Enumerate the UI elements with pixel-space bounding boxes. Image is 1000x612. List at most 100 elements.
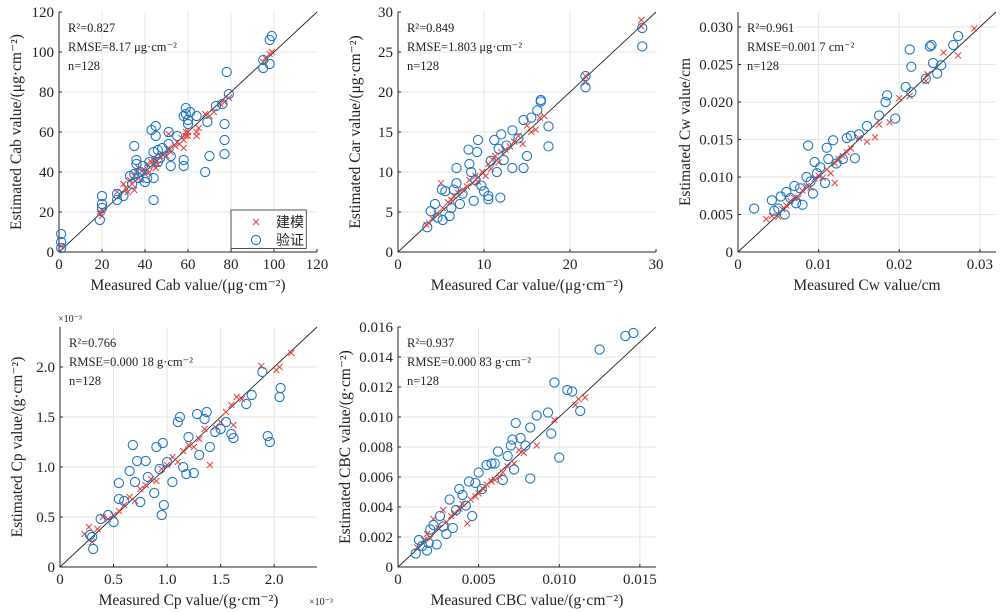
y-tick-label: 40: [39, 165, 54, 181]
model-point: [940, 49, 947, 56]
y-tick-label: 1.0: [36, 460, 55, 476]
series-model: [762, 25, 978, 223]
y-tick-label: 0.012: [359, 380, 393, 396]
validation-point: [491, 166, 503, 178]
y-tick-label: 25: [378, 45, 393, 61]
validation-point: [94, 214, 105, 226]
validation-point: [457, 188, 468, 199]
series-validation: [56, 30, 277, 254]
y-tick-label: 0.015: [699, 133, 733, 149]
validation-point: [483, 190, 494, 202]
validation-point: [262, 430, 273, 442]
validation-point: [221, 66, 232, 78]
rmse-annotation: RMSE=0.000 83 g·cm⁻²: [407, 355, 531, 369]
validation-point: [144, 156, 155, 168]
validation-point: [531, 410, 542, 421]
validation-point: [124, 465, 135, 477]
validation-point: [861, 120, 873, 132]
validation-point: [562, 384, 573, 396]
validation-point: [510, 417, 521, 429]
validation-point: [526, 112, 537, 123]
model-point: [871, 133, 879, 141]
model-point: [233, 393, 241, 401]
validation-point: [766, 195, 778, 206]
validation-point: [467, 510, 478, 522]
model-point: [193, 132, 200, 140]
validation-point: [241, 398, 252, 410]
validation-point: [890, 113, 901, 124]
validation-point: [167, 476, 178, 488]
model-point: [787, 197, 794, 205]
validation-point: [441, 528, 452, 540]
model-point: [447, 196, 455, 204]
validation-point: [549, 377, 560, 388]
model-point: [444, 199, 452, 206]
y-tick-label: 0.005: [699, 208, 733, 224]
series-validation: [84, 366, 286, 555]
validation-point: [421, 545, 433, 556]
model-point: [523, 122, 531, 129]
y-tick-label: 0.030: [699, 20, 733, 36]
validation-point: [567, 386, 578, 397]
validation-point: [789, 180, 800, 192]
validation-point: [505, 440, 517, 451]
y-axis-label: Estimated Cab value/(μg·cm⁻²): [8, 34, 25, 230]
y-multiplier: ×10⁻³: [58, 314, 82, 325]
model-point: [582, 72, 589, 80]
r2-annotation: R²=0.766: [69, 336, 116, 350]
validation-point: [156, 509, 167, 521]
validation-point: [815, 162, 826, 173]
validation-point: [507, 434, 518, 445]
validation-point: [423, 537, 434, 549]
series-validation: [748, 30, 964, 220]
model-point: [886, 118, 893, 126]
x-tick-label: 40: [138, 257, 153, 273]
model-point: [276, 363, 283, 371]
model-point: [443, 518, 450, 526]
model-point: [855, 134, 863, 142]
validation-point: [219, 118, 230, 130]
one-to-one-line: [59, 326, 318, 568]
validation-point: [481, 459, 492, 471]
model-point: [268, 48, 276, 56]
legend-box: [230, 209, 307, 249]
validation-point: [489, 458, 500, 469]
validation-point: [468, 195, 479, 206]
model-point: [201, 425, 208, 433]
validation-point: [113, 493, 125, 505]
validation-point: [543, 121, 554, 132]
model-point: [110, 511, 117, 519]
validation-point: [518, 114, 529, 126]
validation-point: [542, 407, 554, 418]
validation-point: [546, 428, 557, 439]
panel-car: 0 10 20 30 0 5 10 15 20 25 30 Measured Car value/(μ…: [347, 5, 664, 294]
model-point: [120, 501, 128, 509]
validation-point: [266, 30, 277, 42]
validation-point: [773, 203, 784, 214]
model-point: [520, 449, 528, 457]
r2-annotation: R²=0.849: [407, 21, 454, 35]
model-point: [179, 447, 187, 455]
panel-cbc: 0 0.005 0.010 0.015 0 0.002 0.004 0.006 0.008 0.0…: [337, 320, 657, 609]
x-tick-label: 100: [263, 257, 286, 273]
validation-point: [483, 194, 494, 205]
y-tick-label: 120: [32, 5, 55, 21]
x-tick-label: 1.5: [211, 572, 230, 588]
y-tick-label: 0.002: [359, 530, 393, 546]
validation-point: [113, 477, 125, 489]
validation-point: [165, 160, 176, 172]
validation-point: [174, 411, 186, 423]
y-tick-label: 0.004: [359, 500, 393, 516]
validation-point: [126, 178, 138, 190]
model-point: [863, 138, 871, 146]
panel-cw: 0 0.01 0.02 0.0300.0050.0100.0150.0200.0250…: [677, 11, 997, 294]
model-point: [238, 395, 246, 403]
one-to-one-line: [397, 11, 657, 253]
validation-point: [56, 242, 67, 254]
validation-point: [936, 60, 947, 71]
model-point: [575, 395, 582, 403]
x-tick-label: 120: [306, 257, 329, 273]
validation-point: [129, 140, 140, 152]
model-point: [227, 401, 235, 409]
validation-point: [182, 114, 194, 126]
